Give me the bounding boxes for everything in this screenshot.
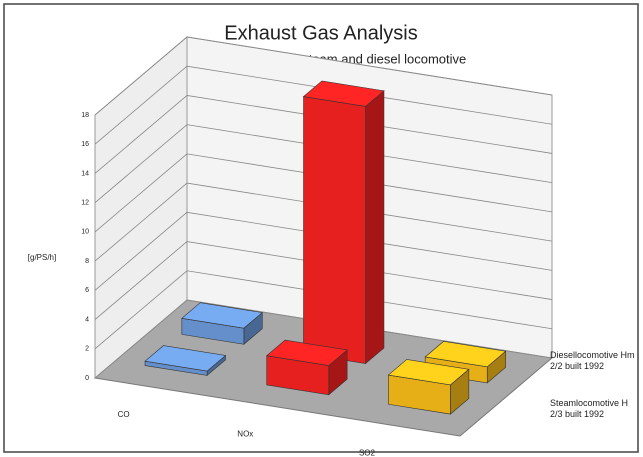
y-tick-label: 6 (85, 287, 89, 294)
bar-top (302, 80, 385, 107)
grid-line (94, 241, 553, 320)
bar (302, 80, 385, 365)
grid-line (94, 182, 553, 262)
x-tick-label: CO (118, 410, 130, 419)
y-tick-label: 4 (85, 316, 89, 323)
grid-line (94, 299, 553, 379)
grid-line (94, 65, 553, 145)
grid-line (94, 124, 553, 203)
bar-top (144, 345, 227, 372)
bar-top (424, 341, 507, 368)
x-tick-label: SO2 (359, 449, 376, 457)
bar (266, 339, 348, 396)
grid-line (94, 211, 553, 291)
y-tick-label: 16 (81, 141, 89, 148)
bar (181, 302, 263, 345)
legend-entry: Diesellocomotive Hm 2/2 built 1992 (550, 350, 635, 371)
x-tick-label: NOx (237, 429, 253, 438)
y-tick-label: 12 (81, 200, 89, 207)
grid-line (94, 270, 553, 350)
y-tick-label: 18 (81, 112, 89, 119)
bar-front (303, 96, 366, 364)
y-tick-label: 0 (85, 375, 89, 382)
bar-top (387, 359, 470, 386)
chart-title: Exhaust Gas Analysis (224, 22, 417, 44)
bar-side (365, 90, 385, 365)
y-axis-label: [g/PS/h] (28, 253, 56, 262)
y-tick-label: 2 (85, 346, 89, 353)
bar-top (266, 339, 348, 366)
bar (387, 359, 470, 415)
grid-line (94, 36, 553, 116)
bar (144, 345, 227, 377)
grid-line (94, 153, 553, 233)
y-tick-label: 14 (81, 170, 89, 177)
grid-line (94, 95, 553, 174)
y-tick-label: 8 (85, 258, 89, 265)
bar-top (181, 302, 263, 329)
y-tick-label: 10 (81, 229, 89, 236)
legend-entry: Steamlocomotive H 2/3 built 1992 (550, 398, 629, 419)
